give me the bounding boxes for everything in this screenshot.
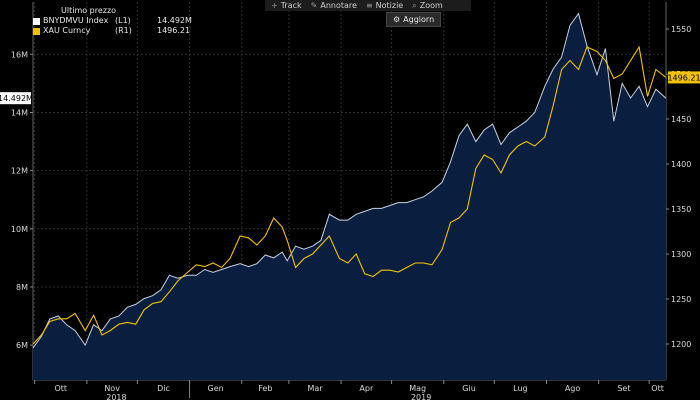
x-month-label: Nov [104,384,120,393]
legend-series-name: BNYDMVU Index [43,16,109,25]
refresh-label: Aggiorn [403,15,435,24]
magnifier-icon: ⌕ [412,0,417,10]
right-tick-label: 1550 [671,25,691,34]
news-icon: ≡ [365,1,373,10]
legend-series-value: 1496.21 [157,26,191,35]
x-month-label: Ago [565,384,581,393]
area-layer [32,12,667,380]
x-month-label: Set [617,384,630,393]
x-month-label: Giu [462,384,476,393]
x-month-label: Ott [54,384,67,393]
legend-swatch-gold [33,27,40,35]
pencil-icon: ✎ [310,1,318,10]
right-tick-label: 1300 [671,250,691,259]
right-tick-label: 1250 [671,295,691,304]
toolbar-zoom-button[interactable]: ⌕ Zoom [412,1,443,11]
right-tick-label: 1350 [671,205,691,214]
legend-series-axis: (L1) [115,16,131,25]
crosshair-icon: + [271,1,278,10]
series-line-xau [32,45,667,345]
x-year-label: 2018 [106,393,126,400]
left-tick-label: 16M [11,50,28,59]
series-line-bnydmvu [32,12,667,349]
legend: Ultimo prezzo BNYDMVU Index (L1) 14.492M… [33,6,192,36]
toolbar-notizie-button[interactable]: ≡ Notizie [366,1,403,10]
left-last-badge [0,92,31,105]
left-axis: 6M 8M 10M 12M 14M 16M [11,50,33,350]
x-month-label: Mag [409,384,426,393]
left-tick-label: 8M [16,283,28,292]
left-last-badge-text: 14.492M [0,94,33,103]
legend-series-name: XAU Curncy [43,26,91,35]
legend-swatch-white [33,17,40,25]
x-month-label: Mar [307,384,323,393]
x-month-label: Feb [258,384,272,393]
right-tick-label: 1450 [671,115,691,124]
legend-series-value: 14.492M [157,16,192,25]
x-month-label: Lug [513,384,527,393]
legend-title: Ultimo prezzo [61,6,117,15]
refresh-button[interactable]: ⚙ Aggiorn [386,12,442,27]
legend-row-bnydmvu: BNYDMVU Index (L1) 14.492M [33,16,192,26]
refresh-icon: ⚙ [393,15,401,24]
gold-layer [32,45,667,345]
left-tick-label: 10M [11,225,28,234]
x-year-label: 2019 [411,393,431,400]
right-last-badge [668,71,700,84]
toolbar: + Track ✎ Annotare ≡ Notizie ⌕ Zoom [265,0,471,11]
toolbar-label: Annotare [320,1,357,10]
last-value-badges: 14.492M 1496.21 [0,71,700,105]
x-month-label: Apr [359,384,374,393]
x-month-label: Gen [208,384,224,393]
toolbar-label: Zoom [419,1,443,10]
right-last-badge-text: 1496.21 [667,73,700,82]
left-tick-label: 14M [11,108,28,117]
legend-row-xau: XAU Curncy (R1) 1496.21 [33,26,192,36]
toolbar-label: Track [280,1,302,10]
x-month-label: Ott [651,384,664,393]
series-area-bnydmvu [33,13,666,380]
x-month-label: Dic [157,384,170,393]
left-tick-label: 6M [16,341,28,350]
right-tick-label: 1400 [671,160,691,169]
x-axis: Ott Nov Dic Gen Feb Mar Apr Mag Giu Lug Ago Set Ott 2… [34,380,664,400]
toolbar-label: Notizie [375,1,404,10]
toolbar-track-button[interactable]: + Track [271,1,302,10]
right-tick-label: 1200 [671,340,691,349]
left-tick-label: 12M [11,167,28,176]
legend-series-axis: (R1) [115,26,132,35]
toolbar-annotare-button[interactable]: ✎ Annotare [311,1,357,10]
